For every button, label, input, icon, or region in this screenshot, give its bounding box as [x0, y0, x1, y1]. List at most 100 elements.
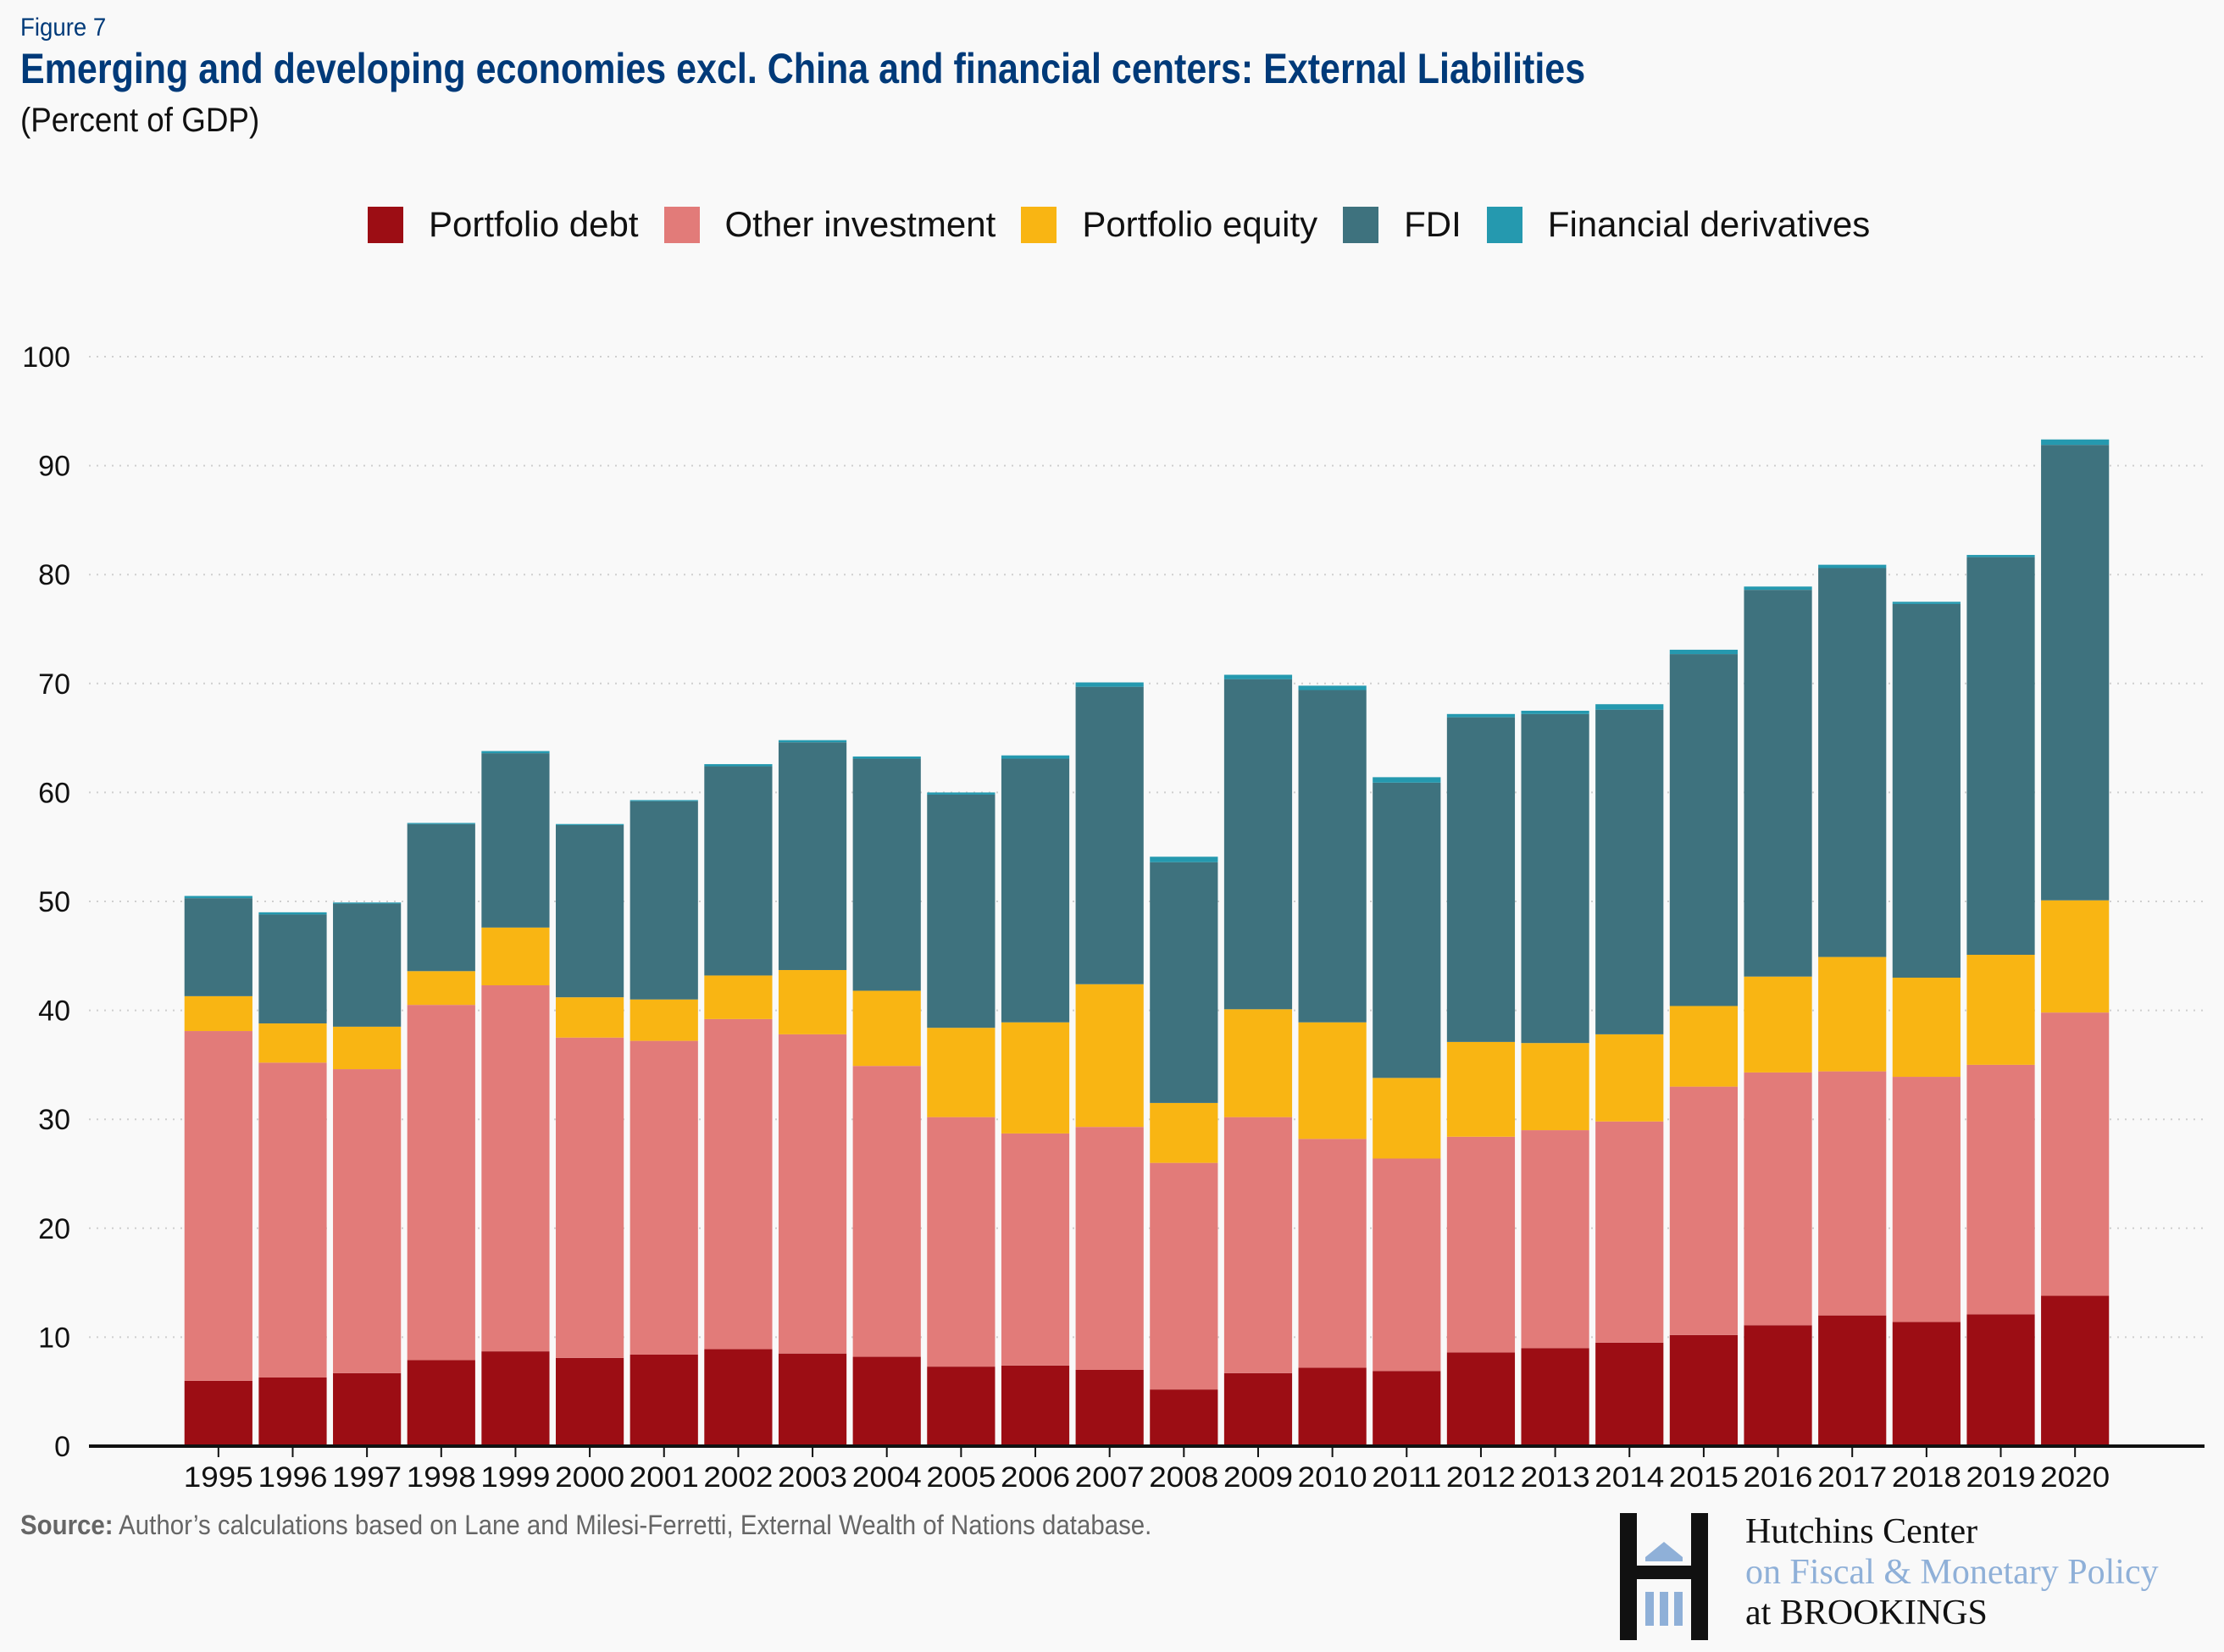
- bar-segment-portfolio-debt: [333, 1372, 402, 1446]
- bar-segment-fdi: [704, 766, 773, 976]
- bar-segment-portfolio-equity: [704, 975, 773, 1019]
- bar-segment-portfolio-equity: [1373, 1078, 1441, 1159]
- bar-segment-portfolio-equity: [555, 997, 624, 1038]
- bar-stack-1995: [184, 895, 252, 1446]
- bar-segment-financial-derivatives: [927, 792, 996, 795]
- bar-segment-portfolio-debt: [1818, 1315, 1887, 1446]
- bar-segment-portfolio-debt: [1892, 1322, 1961, 1446]
- bar-segment-other-investment: [1001, 1133, 1070, 1366]
- y-tick-label: 80: [38, 559, 70, 591]
- legend-label: Financial derivatives: [1547, 204, 1871, 244]
- y-tick-label: 40: [38, 995, 70, 1028]
- bar-segment-portfolio-debt: [1669, 1334, 1739, 1446]
- bar-segment-fdi: [1818, 568, 1887, 957]
- bar-segment-portfolio-debt: [1744, 1325, 1812, 1446]
- bar-stack-1998: [407, 823, 475, 1446]
- bar-segment-fdi: [1298, 690, 1367, 1023]
- bar-segment-other-investment: [1223, 1117, 1293, 1373]
- y-axis: 0 10 20 30 40 50 60 70 80 90 100: [22, 341, 70, 1463]
- bar-segment-fdi: [555, 824, 624, 998]
- x-tick-label: 2015: [1669, 1461, 1739, 1494]
- source-text: Author’s calculations based on Lane and …: [113, 1510, 1152, 1540]
- bar-segment-fdi: [1744, 590, 1812, 977]
- y-tick-label: 10: [38, 1322, 70, 1354]
- bar-segment-other-investment: [1521, 1130, 1589, 1349]
- x-tick-label: 2006: [1001, 1461, 1070, 1494]
- x-tick-label: 2003: [778, 1461, 847, 1494]
- x-tick-label: 1995: [184, 1461, 253, 1494]
- y-tick-label: 90: [38, 451, 70, 483]
- bar-segment-portfolio-debt: [1521, 1348, 1589, 1446]
- bar-segment-portfolio-debt: [1446, 1352, 1516, 1446]
- bar-segment-portfolio-equity: [184, 995, 252, 1032]
- legend-label: Other investment: [724, 204, 996, 244]
- logo-line-3: at BROOKINGS: [1745, 1594, 1988, 1633]
- legend-label: Portfolio debt: [429, 204, 639, 244]
- bar-segment-financial-derivatives: [184, 895, 252, 899]
- bar-segment-portfolio-equity: [481, 927, 550, 986]
- bar-segment-fdi: [407, 823, 475, 972]
- bar-segment-financial-derivatives: [1446, 713, 1516, 718]
- bar-stack-2007: [1075, 682, 1144, 1446]
- bar-stack-2011: [1373, 777, 1441, 1446]
- x-tick-label: 1996: [258, 1461, 327, 1494]
- legend-item-financial-derivatives: Financial derivatives: [1486, 204, 1871, 245]
- bar-segment-other-investment: [1818, 1071, 1887, 1316]
- bar-stack-2004: [852, 756, 921, 1446]
- bar-segment-portfolio-debt: [1966, 1314, 2035, 1446]
- bar-segment-fdi: [629, 801, 698, 1000]
- bar-segment-other-investment: [1446, 1136, 1516, 1353]
- bar-segment-financial-derivatives: [258, 912, 327, 915]
- bar-segment-financial-derivatives: [1966, 555, 2035, 557]
- bar-segment-financial-derivatives: [1669, 649, 1739, 655]
- bar-segment-portfolio-debt: [407, 1360, 475, 1446]
- bar-segment-portfolio-equity: [1669, 1006, 1739, 1087]
- x-tick-label: 2020: [2040, 1461, 2110, 1494]
- bar-stack-2002: [704, 763, 773, 1446]
- bar-segment-other-investment: [1373, 1158, 1441, 1372]
- bar-segment-other-investment: [481, 985, 550, 1352]
- bar-segment-fdi: [1521, 713, 1589, 1044]
- bar-segment-fdi: [1446, 717, 1516, 1042]
- figure-label: Figure 7: [20, 14, 107, 42]
- bar-segment-financial-derivatives: [778, 740, 847, 743]
- bar-segment-other-investment: [778, 1034, 847, 1354]
- y-tick-label: 50: [38, 886, 70, 918]
- bar-segment-portfolio-debt: [1001, 1365, 1070, 1446]
- bar-segment-financial-derivatives: [1001, 755, 1070, 759]
- bar-segment-portfolio-equity: [629, 999, 698, 1041]
- bar-segment-financial-derivatives: [555, 823, 624, 825]
- bar-stack-1999: [481, 751, 550, 1446]
- bar-segment-other-investment: [1298, 1139, 1367, 1368]
- bar-segment-fdi: [927, 794, 996, 1028]
- bar-segment-fdi: [1223, 679, 1293, 1010]
- bar-stack-2017: [1818, 564, 1887, 1446]
- legend-swatch-fdi: [1343, 206, 1379, 243]
- legend-item-other-investment: Other investment: [663, 204, 996, 245]
- bar-stack-1996: [258, 912, 327, 1446]
- bar-stack-2018: [1892, 601, 1961, 1446]
- bar-stack-1997: [333, 902, 402, 1446]
- bar-segment-portfolio-debt: [258, 1377, 327, 1446]
- bar-segment-portfolio-equity: [333, 1026, 402, 1070]
- bar-segment-fdi: [778, 742, 847, 971]
- x-tick-label: 2017: [1817, 1461, 1887, 1494]
- chart-title: Emerging and developing economies excl. …: [20, 45, 1586, 92]
- bar-segment-financial-derivatives: [1298, 685, 1367, 690]
- bar-segment-other-investment: [258, 1062, 327, 1378]
- bar-segment-portfolio-debt: [1150, 1389, 1218, 1446]
- x-tick-label: 2001: [629, 1461, 699, 1494]
- bar-segment-portfolio-equity: [1744, 976, 1812, 1073]
- x-tick-label: 1998: [407, 1461, 476, 1494]
- bar-segment-portfolio-equity: [1521, 1043, 1589, 1131]
- x-tick-label: 1999: [480, 1461, 550, 1494]
- x-axis: 1995 1996 1997 1998 1999 2000 2001 2002 2003 2004…: [89, 1444, 2205, 1494]
- bar-segment-fdi: [1892, 603, 1961, 978]
- bar-segment-portfolio-debt: [1373, 1371, 1441, 1446]
- bar-segment-portfolio-equity: [927, 1028, 996, 1117]
- bar-segment-portfolio-debt: [704, 1349, 773, 1446]
- bar-segment-fdi: [333, 903, 402, 1027]
- legend-item-portfolio-debt: Portfolio debt: [368, 204, 639, 245]
- gridlines: [89, 356, 2205, 1339]
